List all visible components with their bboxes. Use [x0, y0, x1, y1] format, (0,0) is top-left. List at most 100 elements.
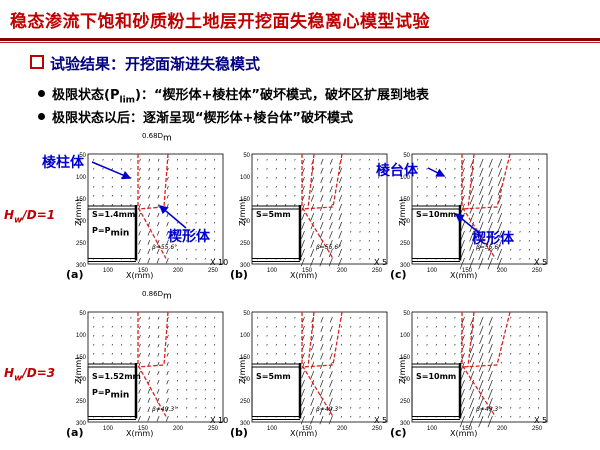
vector-mark: [469, 194, 475, 205]
vector-mark: [377, 203, 380, 206]
vector-mark: [377, 361, 380, 364]
vector-mark: [368, 352, 370, 355]
vector-mark: [139, 325, 141, 329]
vector-mark: [488, 325, 493, 335]
vector-mark: [435, 158, 437, 161]
x-tick-label: 150: [138, 268, 149, 274]
vector-mark: [338, 230, 343, 239]
vector-mark: [426, 158, 428, 161]
displacement-label: S=5mm: [256, 210, 291, 219]
vector-mark: [294, 334, 296, 337]
vector-mark: [102, 158, 104, 161]
vector-mark: [519, 406, 521, 409]
vector-mark: [166, 388, 169, 394]
vector-mark: [359, 221, 361, 224]
vector-mark: [111, 361, 113, 364]
slide-title-area: 稳态渗流下饱和砂质粉土地层开挖面失稳离心模型试验: [0, 0, 600, 38]
vector-mark: [257, 325, 259, 328]
vector-mark: [266, 352, 268, 355]
vector-mark: [156, 406, 160, 413]
vector-mark: [368, 212, 370, 215]
vector-mark: [528, 406, 530, 409]
vector-mark: [213, 316, 216, 319]
vector-mark: [350, 361, 352, 364]
panel-tag: (a): [66, 426, 84, 439]
vector-mark: [266, 361, 268, 364]
vector-mark: [519, 316, 521, 319]
vector-mark: [310, 415, 315, 425]
vector-mark: [310, 239, 315, 248]
vector-mark: [510, 325, 512, 328]
vector-mark: [166, 176, 169, 181]
vector-mark: [528, 212, 530, 215]
vector-mark: [157, 379, 160, 385]
vector-mark: [147, 388, 151, 394]
vector-mark: [350, 194, 352, 197]
x-tick-label: 200: [173, 426, 184, 432]
vector-mark: [275, 334, 277, 337]
vector-mark: [275, 343, 277, 346]
vector-mark: [510, 388, 512, 391]
vector-mark: [359, 167, 361, 170]
vector-mark: [176, 158, 179, 161]
vector-mark: [195, 352, 197, 355]
vector-mark: [275, 316, 277, 319]
failure-line-left: [461, 312, 496, 417]
vector-mark: [359, 185, 361, 188]
vector-mark: [454, 325, 456, 328]
vector-mark: [478, 361, 484, 372]
failure-line-left: [137, 312, 167, 417]
y-tick-label: 300: [76, 421, 87, 427]
vector-mark: [138, 212, 141, 218]
vector-mark: [487, 379, 493, 391]
failure-line-left: [301, 154, 334, 259]
vector-mark: [359, 176, 361, 179]
vector-mark: [166, 230, 169, 236]
vector-mark: [368, 167, 370, 170]
vector-mark: [500, 388, 503, 391]
vector-mark: [444, 325, 447, 328]
vector-mark: [338, 239, 343, 248]
vector-mark: [204, 212, 206, 215]
vector-mark: [537, 370, 540, 373]
angle-label: β=55.6°: [152, 244, 178, 251]
vector-mark: [497, 239, 503, 251]
vector-mark: [157, 194, 160, 199]
vector-mark: [148, 316, 151, 320]
angle-label: β=55.6°: [316, 244, 342, 251]
vector-mark: [519, 185, 521, 188]
y-tick-label: 50: [79, 153, 86, 159]
vector-mark: [195, 415, 197, 418]
vector-mark: [368, 343, 370, 346]
vector-mark: [186, 176, 188, 179]
vector-mark: [510, 212, 512, 215]
vector-mark: [138, 343, 141, 348]
vector-mark: [186, 361, 188, 364]
vector-mark: [368, 257, 370, 260]
vector-mark: [510, 248, 512, 251]
vector-mark: [350, 325, 352, 328]
vector-mark: [93, 352, 95, 355]
vector-mark: [528, 185, 530, 188]
vector-mark: [359, 361, 361, 364]
vector-mark: [148, 343, 151, 348]
x-tick-label: 150: [302, 426, 313, 432]
vector-mark: [454, 194, 456, 197]
vector-mark: [329, 379, 333, 388]
vector-mark: [294, 325, 296, 328]
vector-mark: [469, 388, 475, 400]
vector-mark: [275, 185, 277, 188]
vector-mark: [454, 185, 456, 188]
vector-mark: [444, 334, 447, 337]
vector-mark: [111, 334, 113, 337]
vector-mark: [426, 316, 428, 319]
vector-mark: [329, 185, 333, 193]
y-tick-label: 200: [400, 377, 411, 383]
vector-mark: [204, 343, 206, 346]
width-dimension-label: 0.86Dm: [142, 290, 172, 302]
vector-mark: [139, 167, 141, 171]
vector-mark: [454, 167, 456, 170]
vector-mark: [359, 415, 361, 418]
vector-mark: [368, 388, 370, 391]
vector-mark: [120, 203, 123, 206]
